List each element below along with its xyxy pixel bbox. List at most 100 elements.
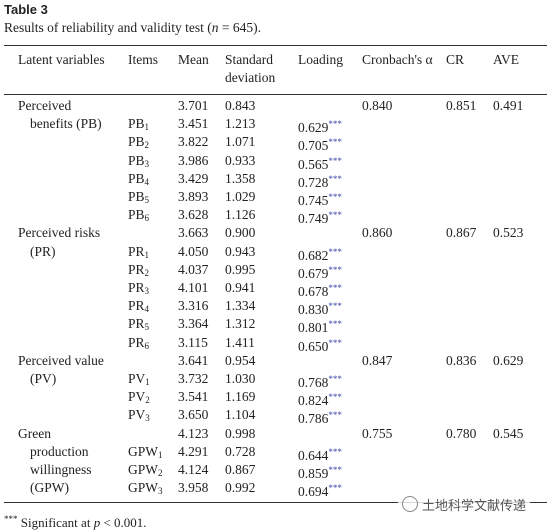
loading: 0.824 <box>298 393 329 409</box>
latent-variable: Perceived <box>18 98 72 113</box>
mean: 3.822 <box>178 134 209 150</box>
significance: *** <box>328 337 342 348</box>
column-header: AVE <box>493 52 520 67</box>
loading-cell: 0.859*** <box>298 461 342 483</box>
loading: 0.745 <box>298 193 329 208</box>
loading: 0.830 <box>298 302 329 318</box>
ave: 0.545 <box>493 425 524 441</box>
item: PB1 <box>128 116 150 133</box>
latent-variable: (PV) <box>30 371 57 386</box>
item: PV2 <box>128 389 150 406</box>
item: GPW3 <box>128 480 163 497</box>
table-label: Table 3 <box>4 2 48 17</box>
loading: 0.678 <box>298 284 329 299</box>
footnote: *** Significant at p < 0.001. <box>4 510 147 532</box>
sd: 1.029 <box>225 189 256 204</box>
loading-cell: 0.801*** <box>298 315 342 337</box>
sd: 0.992 <box>225 480 256 496</box>
loading-cell: 0.629*** <box>298 115 342 137</box>
loading-cell: 0.682*** <box>298 243 342 265</box>
title-var: n <box>211 20 219 35</box>
item: GPW1 <box>128 443 163 460</box>
sd: 0.998 <box>225 425 256 441</box>
mean: 4.050 <box>178 243 209 259</box>
significance: *** <box>328 173 342 184</box>
item: PR2 <box>128 261 150 278</box>
loading-cell: 0.830*** <box>298 297 342 319</box>
significance: *** <box>328 155 342 166</box>
sd: 1.358 <box>225 170 256 186</box>
loading: 0.682 <box>298 247 329 263</box>
loading-cell: 0.644*** <box>298 443 342 465</box>
mean: 3.316 <box>178 298 209 314</box>
loading: 0.650 <box>298 338 329 354</box>
mean: 3.541 <box>178 389 209 405</box>
loading: 0.565 <box>298 156 329 172</box>
watermark-icon <box>402 496 418 512</box>
sd: 1.213 <box>225 116 256 132</box>
significance: *** <box>328 319 342 330</box>
loading: 0.679 <box>298 265 329 281</box>
footnote-var: p <box>93 515 101 530</box>
title-text: Results of reliability and validity test… <box>4 20 212 35</box>
loading: 0.644 <box>298 447 329 463</box>
loading-cell: 0.694*** <box>298 479 342 501</box>
significance: *** <box>328 410 342 421</box>
sd: 0.728 <box>225 443 256 459</box>
mean: 3.115 <box>178 334 208 350</box>
significance: *** <box>328 301 342 312</box>
latent-variable: production <box>30 443 89 459</box>
item: GPW2 <box>128 462 163 478</box>
loading: 0.705 <box>298 138 329 154</box>
latent-variable: (GPW) <box>30 480 69 496</box>
sd: 1.411 <box>225 334 255 350</box>
column-header: Standard deviation <box>225 52 276 85</box>
loading: 0.629 <box>298 120 329 136</box>
item: PV1 <box>128 371 150 387</box>
ave: 0.629 <box>493 352 524 368</box>
sd: 0.943 <box>225 243 256 259</box>
mean: 3.364 <box>178 316 209 332</box>
loading-cell: 0.768*** <box>298 370 342 392</box>
item: PR1 <box>128 243 150 260</box>
mean: 4.124 <box>178 462 209 477</box>
loading: 0.749 <box>298 211 329 227</box>
watermark-text: 土地科学文献传递 <box>422 499 527 514</box>
sd: 1.334 <box>225 298 256 314</box>
loading: 0.859 <box>298 466 329 481</box>
latent-variable: (PR) <box>30 243 56 259</box>
title-text: = 645). <box>218 20 261 35</box>
latent-variable: benefits (PB) <box>30 116 102 132</box>
column-header: Mean <box>178 52 209 67</box>
loading-cell: 0.650*** <box>298 334 342 356</box>
mean: 3.641 <box>178 352 209 368</box>
mean: 3.429 <box>178 170 209 186</box>
ave: 0.523 <box>493 225 524 241</box>
mean: 3.701 <box>178 98 209 113</box>
item: PR6 <box>128 334 150 351</box>
column-header: Latent variables <box>18 52 105 67</box>
loading-cell: 0.786*** <box>298 406 342 428</box>
loading-cell: 0.679*** <box>298 261 342 283</box>
mean: 4.101 <box>178 280 209 295</box>
cr: 0.851 <box>446 98 477 113</box>
item: PV3 <box>128 407 150 424</box>
loading: 0.728 <box>298 174 329 190</box>
item: PR4 <box>128 298 150 315</box>
item: PR5 <box>128 316 150 333</box>
sd: 1.104 <box>225 407 256 423</box>
mean: 3.893 <box>178 189 209 204</box>
header-rule <box>4 94 547 95</box>
loading-cell: 0.705*** <box>298 133 342 155</box>
cronbach-alpha: 0.860 <box>362 225 393 241</box>
sd: 1.126 <box>225 207 256 223</box>
significance: *** <box>328 446 342 457</box>
item: PR3 <box>128 280 150 296</box>
mean: 3.628 <box>178 207 209 223</box>
mean: 3.958 <box>178 480 209 496</box>
bottom-rule <box>4 502 547 503</box>
item: PB5 <box>128 189 150 205</box>
significance: *** <box>328 137 342 148</box>
loading-cell: 0.728*** <box>298 170 342 192</box>
